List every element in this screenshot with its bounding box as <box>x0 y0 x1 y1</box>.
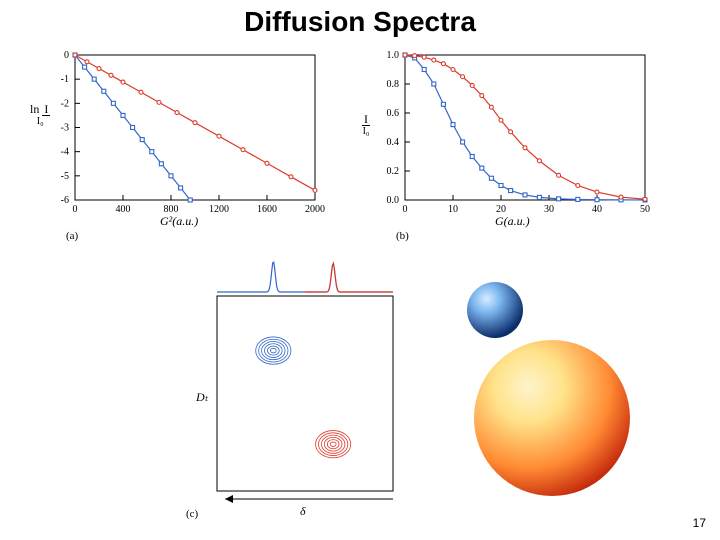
chart-c-svg <box>215 258 395 504</box>
svg-text:0.0: 0.0 <box>387 195 400 206</box>
panel-b-sublabel: (b) <box>396 230 409 242</box>
svg-text:1200: 1200 <box>209 204 229 215</box>
panel-a-sublabel: (a) <box>66 230 78 242</box>
panel-c <box>215 258 395 504</box>
panel-c-sublabel: (c) <box>186 508 198 520</box>
svg-text:0: 0 <box>73 204 78 215</box>
panel-c-xlabel: δ <box>300 504 306 519</box>
panel-a-ylabel: ln II₀ <box>30 102 50 126</box>
svg-text:-2: -2 <box>61 98 69 109</box>
svg-text:1.0: 1.0 <box>387 50 400 61</box>
svg-text:-3: -3 <box>61 123 69 134</box>
svg-text:0.2: 0.2 <box>387 166 400 177</box>
svg-text:30: 30 <box>544 204 554 215</box>
svg-text:0.6: 0.6 <box>387 108 400 119</box>
svg-text:10: 10 <box>448 204 458 215</box>
panel-b: 0.00.20.40.60.81.001020304050 <box>400 50 650 210</box>
svg-text:-4: -4 <box>61 147 69 158</box>
svg-text:40: 40 <box>592 204 602 215</box>
svg-text:50: 50 <box>640 204 650 215</box>
svg-text:400: 400 <box>116 204 131 215</box>
svg-text:0.4: 0.4 <box>387 137 400 148</box>
page-number: 17 <box>693 516 706 530</box>
panel-b-xlabel: G(a.u.) <box>495 214 530 229</box>
svg-text:0: 0 <box>64 50 69 61</box>
svg-text:-6: -6 <box>61 195 69 206</box>
page-title: Diffusion Spectra <box>0 6 720 38</box>
svg-text:0: 0 <box>403 204 408 215</box>
svg-text:-5: -5 <box>61 171 69 182</box>
svg-text:2000: 2000 <box>305 204 325 215</box>
chart-b-svg: 0.00.20.40.60.81.001020304050 <box>400 50 650 210</box>
chart-a-svg: -6-5-4-3-2-100400800120016002000 <box>70 50 320 210</box>
svg-text:0.8: 0.8 <box>387 79 400 90</box>
panel-a-xlabel: G²(a.u.) <box>160 214 198 229</box>
panel-b-ylabel: II₀ <box>362 112 370 136</box>
panel-a: -6-5-4-3-2-100400800120016002000 <box>70 50 320 210</box>
panel-c-ylabel: Dₜ <box>196 390 208 405</box>
svg-text:1600: 1600 <box>257 204 277 215</box>
svg-text:-1: -1 <box>61 74 69 85</box>
